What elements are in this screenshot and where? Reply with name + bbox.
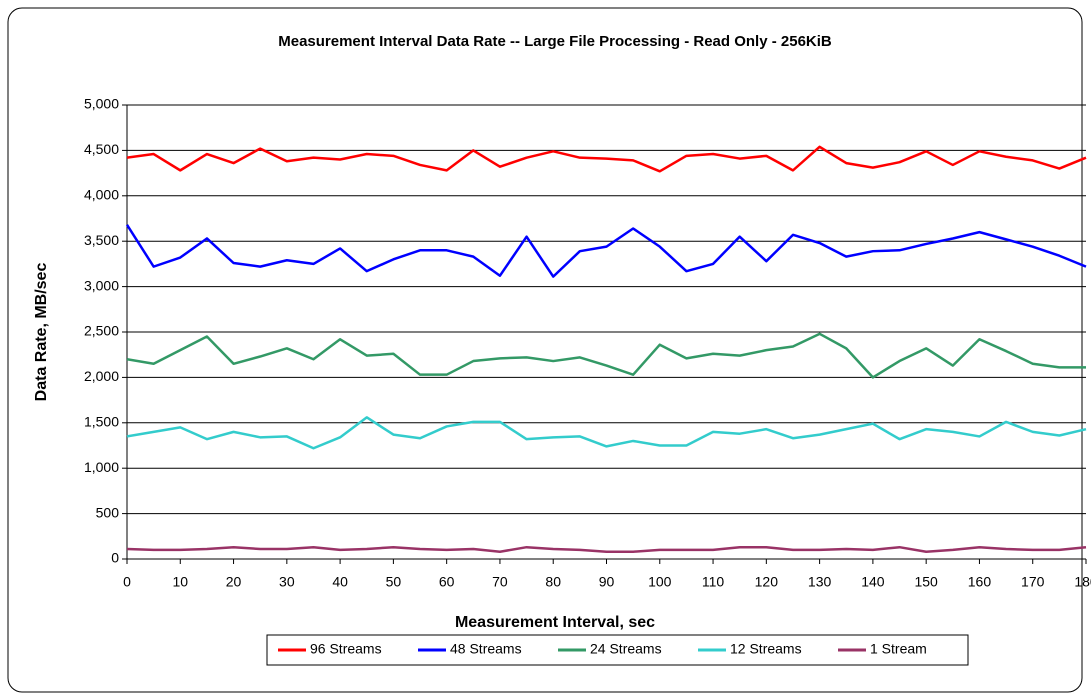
- y-axis-title: Data Rate, MB/sec: [33, 263, 50, 402]
- chart-frame: [7, 7, 1083, 693]
- y-tick-label: 500: [96, 504, 120, 520]
- x-tick-label: 170: [1021, 574, 1045, 590]
- legend-label: 12 Streams: [730, 641, 802, 657]
- y-tick-label: 3,000: [84, 277, 119, 293]
- x-tick-label: 60: [439, 574, 455, 590]
- y-tick-label: 1,500: [84, 414, 119, 430]
- y-tick-label: 5,000: [84, 96, 119, 112]
- series-line: [126, 145, 1087, 173]
- y-tick-label: 4,500: [84, 141, 119, 157]
- x-tick-label: 90: [599, 574, 615, 590]
- x-tick-label: 120: [755, 574, 779, 590]
- y-tick-label: 2,000: [84, 368, 119, 384]
- x-axis-title: Measurement Interval, sec: [455, 614, 655, 631]
- x-tick-label: 160: [968, 574, 992, 590]
- x-tick-label: 50: [386, 574, 402, 590]
- x-tick-label: 0: [123, 574, 131, 590]
- series-line: [126, 332, 1086, 379]
- x-tick-label: 180: [1074, 574, 1091, 590]
- x-tick-label: 70: [492, 574, 508, 590]
- y-tick-label: 0: [111, 550, 119, 566]
- x-tick-label: 140: [861, 574, 885, 590]
- series-line: [126, 416, 1087, 450]
- y-tick-label: 1,000: [84, 459, 119, 475]
- x-tick-label: 20: [226, 574, 242, 590]
- y-tick-label: 2,500: [84, 323, 119, 339]
- y-tick-label: 4,000: [84, 187, 119, 203]
- x-tick-label: 40: [332, 574, 348, 590]
- legend-label: 48 Streams: [450, 641, 522, 657]
- x-tick-label: 100: [648, 574, 672, 590]
- x-tick-label: 80: [545, 574, 561, 590]
- legend-label: 24 Streams: [590, 641, 662, 657]
- series-line: [126, 545, 1087, 553]
- x-tick-label: 10: [172, 574, 188, 590]
- legend-label: 96 Streams: [310, 641, 382, 657]
- x-tick-label: 30: [279, 574, 295, 590]
- legend-label: 1 Stream: [870, 641, 927, 657]
- x-tick-label: 150: [914, 574, 938, 590]
- series-line: [125, 224, 1087, 278]
- chart-title: Measurement Interval Data Rate -- Large …: [278, 33, 832, 50]
- y-tick-label: 3,500: [84, 232, 119, 248]
- x-tick-label: 130: [808, 574, 832, 590]
- x-tick-label: 110: [702, 574, 725, 590]
